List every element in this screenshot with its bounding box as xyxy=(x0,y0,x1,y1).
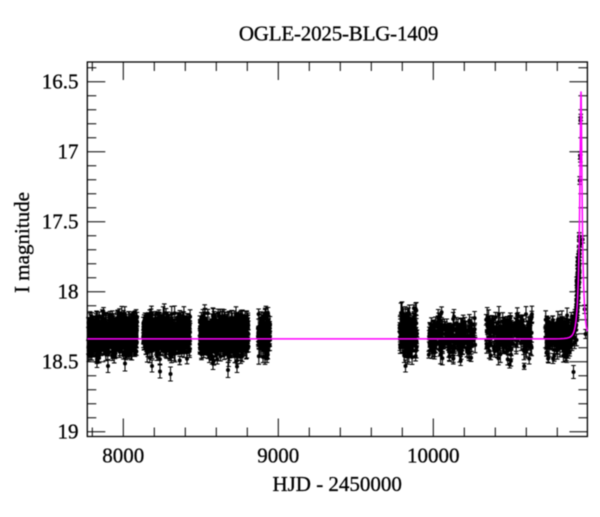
svg-text:9000: 9000 xyxy=(257,443,299,467)
svg-text:10000: 10000 xyxy=(407,443,460,467)
svg-text:19: 19 xyxy=(58,420,79,444)
svg-text:17.5: 17.5 xyxy=(42,210,79,234)
svg-text:8000: 8000 xyxy=(102,443,144,467)
svg-text:HJD - 2450000: HJD - 2450000 xyxy=(272,472,402,496)
svg-text:18.5: 18.5 xyxy=(42,350,79,374)
svg-text:16.5: 16.5 xyxy=(42,70,79,94)
svg-text:I magnitude: I magnitude xyxy=(10,192,34,293)
svg-text:18: 18 xyxy=(58,280,79,304)
svg-text:OGLE-2025-BLG-1409: OGLE-2025-BLG-1409 xyxy=(239,22,438,46)
svg-text:17: 17 xyxy=(58,140,79,164)
